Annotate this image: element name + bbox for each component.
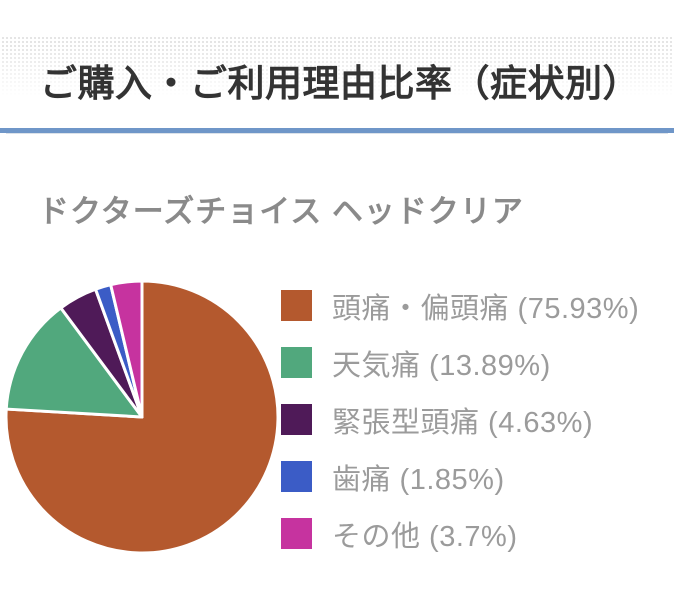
- chart-title: ドクターズチョイス ヘッドクリア: [38, 194, 524, 229]
- legend-item: その他 (3.7%): [281, 518, 639, 553]
- legend-label: 天気痛 (13.89%): [332, 349, 551, 382]
- pie-slice-2: [4, 306, 144, 419]
- chart-legend: 頭痛・偏頭痛 (75.93%) 天気痛 (13.89%) 緊張型頭痛 (4.63%)…: [281, 290, 639, 553]
- pie-chart-area: 頭痛・偏頭痛 (75.93%) 天気痛 (13.89%) 緊張型頭痛 (4.63%)…: [0, 277, 674, 562]
- legend-swatch: [281, 290, 312, 321]
- legend-label: 緊張型頭痛 (4.63%): [332, 406, 594, 439]
- legend-item: 歯痛 (1.85%): [281, 461, 639, 496]
- legend-item: 緊張型頭痛 (4.63%): [281, 404, 639, 439]
- legend-swatch: [281, 518, 312, 549]
- page-title: ご購入・ご利用理由比率（症状別）: [40, 63, 640, 104]
- legend-swatch: [281, 404, 312, 435]
- legend-swatch: [281, 347, 312, 378]
- legend-item: 頭痛・偏頭痛 (75.93%): [281, 290, 639, 325]
- legend-label: 歯痛 (1.85%): [332, 463, 505, 496]
- legend-swatch: [281, 461, 312, 492]
- pie-chart: [4, 279, 280, 555]
- legend-label: その他 (3.7%): [332, 520, 518, 553]
- legend-item: 天気痛 (13.89%): [281, 347, 639, 382]
- page-header-band: ご購入・ご利用理由比率（症状別）: [0, 37, 674, 133]
- pie-slice-5: [109, 279, 144, 419]
- legend-label: 頭痛・偏頭痛 (75.93%): [332, 292, 640, 325]
